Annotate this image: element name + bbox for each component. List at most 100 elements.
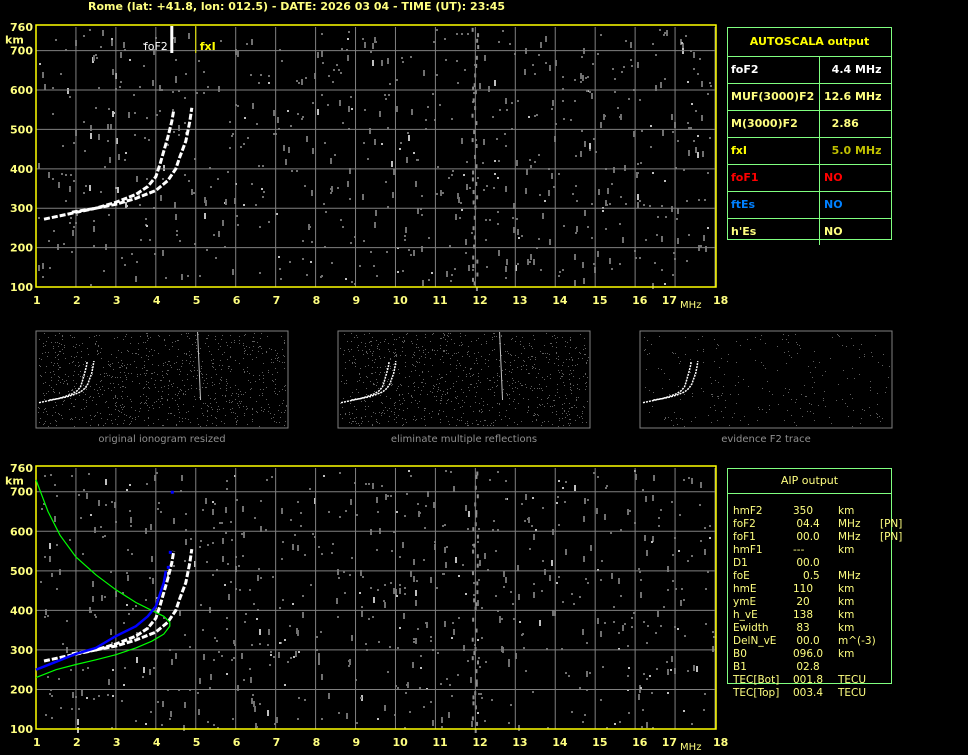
thumbnail-noise — [492, 387, 493, 388]
thumbnail-noise — [225, 415, 226, 416]
noise-dot — [515, 653, 517, 659]
thumbnail-noise — [116, 402, 117, 403]
thumbnail-noise — [564, 385, 565, 386]
x-tick-label: 8 — [313, 736, 321, 749]
noise-dot — [597, 476, 599, 478]
x-tick-label: 15 — [592, 736, 607, 749]
noise-dot — [189, 689, 191, 691]
noise-dot — [359, 265, 361, 267]
x-tick-label: 18 — [713, 736, 728, 749]
noise-dot — [660, 625, 662, 627]
noise-dot — [575, 185, 577, 187]
thumbnail-noise — [750, 349, 751, 350]
thumbnail-noise — [94, 336, 95, 337]
thumbnail-noise — [462, 400, 463, 401]
x-tick-label: 16 — [632, 294, 648, 307]
noise-dot — [431, 272, 433, 274]
noise-dot — [372, 616, 374, 618]
thumbnail-noise — [555, 338, 556, 339]
param-unit — [838, 557, 880, 570]
thumbnail-noise — [82, 343, 83, 344]
noise-dot — [45, 714, 47, 716]
noise-dot — [340, 72, 342, 74]
noise-dot — [545, 62, 547, 64]
thumbnail-noise — [394, 339, 395, 340]
thumbnail-noise — [680, 399, 681, 400]
thumbnail-noise — [221, 339, 222, 340]
noise-dot — [408, 135, 410, 141]
thumbnail-noise — [765, 343, 766, 344]
thumbnail-noise — [361, 418, 362, 419]
thumbnail-noise — [197, 370, 198, 371]
thumbnail-noise — [200, 348, 201, 349]
thumbnail-noise — [384, 341, 385, 342]
thumbnail-noise — [175, 341, 176, 342]
x-ray-trace — [71, 107, 194, 214]
thumbnail-noise — [721, 358, 722, 359]
noise-dot — [565, 672, 567, 674]
noise-dot — [304, 554, 306, 556]
thumbnail-noise — [565, 341, 566, 342]
autoscala-row: ftEs NO — [728, 192, 891, 219]
x-tick-label: 18 — [713, 294, 728, 307]
interference-dot — [473, 83, 476, 88]
thumbnail-noise — [374, 362, 375, 363]
thumbnail-noise — [164, 339, 165, 340]
thumbnail-noise — [415, 366, 416, 367]
thumbnail-noise — [43, 424, 44, 425]
noise-dot — [525, 494, 527, 500]
noise-dot — [71, 251, 73, 253]
thumbnail-noise — [136, 367, 137, 368]
thumbnail-noise — [438, 387, 439, 388]
thumbnail-noise — [529, 373, 530, 374]
autoscala-title: AUTOSCALA output — [728, 28, 891, 57]
thumbnail-noise — [211, 407, 212, 408]
thumbnail-noise — [354, 406, 355, 407]
thumbnail-noise — [847, 406, 848, 407]
noise-dot — [565, 481, 567, 483]
thumbnail-noise — [852, 368, 853, 369]
thumbnail-noise — [583, 406, 584, 407]
thumbnail-noise — [277, 353, 278, 354]
noise-dot — [82, 669, 84, 671]
thumbnail-noise — [146, 370, 147, 371]
noise-dot — [499, 616, 501, 618]
x-tick-label: 7 — [273, 736, 281, 749]
thumbnail-noise — [283, 355, 284, 356]
thumbnail-noise — [149, 407, 150, 408]
thumbnail-noise — [177, 404, 178, 405]
thumbnail-noise — [212, 409, 213, 410]
thumbnail-noise — [408, 386, 409, 387]
y-tick-label: 300 — [10, 202, 33, 215]
aip-output-table: AIP output — [727, 468, 892, 684]
thumbnail-noise — [206, 338, 207, 339]
thumbnail-noise — [877, 414, 878, 415]
noise-dot — [212, 574, 214, 576]
noise-dot — [258, 165, 260, 167]
noise-dot — [390, 582, 392, 584]
thumbnail-noise — [263, 389, 264, 390]
noise-dot — [605, 200, 607, 206]
thumbnail-noise — [284, 340, 285, 341]
thumbnail-noise — [59, 367, 60, 368]
thumbnail-noise — [65, 358, 66, 359]
noise-dot — [682, 43, 684, 49]
noise-dot — [545, 36, 547, 42]
thumbnail-noise — [530, 388, 531, 389]
thumbnail-noise — [461, 389, 462, 390]
thumbnail-noise — [402, 341, 403, 342]
noise-dot — [505, 577, 507, 583]
noise-dot — [205, 200, 207, 206]
thumbnail-noise — [124, 372, 125, 373]
thumbnail-noise — [570, 389, 571, 390]
thumbnail-noise — [252, 414, 253, 415]
thumbnail-noise — [125, 375, 126, 376]
thumbnail-noise — [79, 395, 80, 396]
noise-dot — [707, 172, 709, 174]
noise-dot — [607, 188, 609, 194]
thumbnail-noise — [58, 380, 59, 381]
noise-dot — [348, 106, 350, 112]
thumbnail-noise — [459, 363, 460, 364]
thumbnail-noise — [801, 394, 802, 395]
thumbnail-noise — [469, 390, 470, 391]
